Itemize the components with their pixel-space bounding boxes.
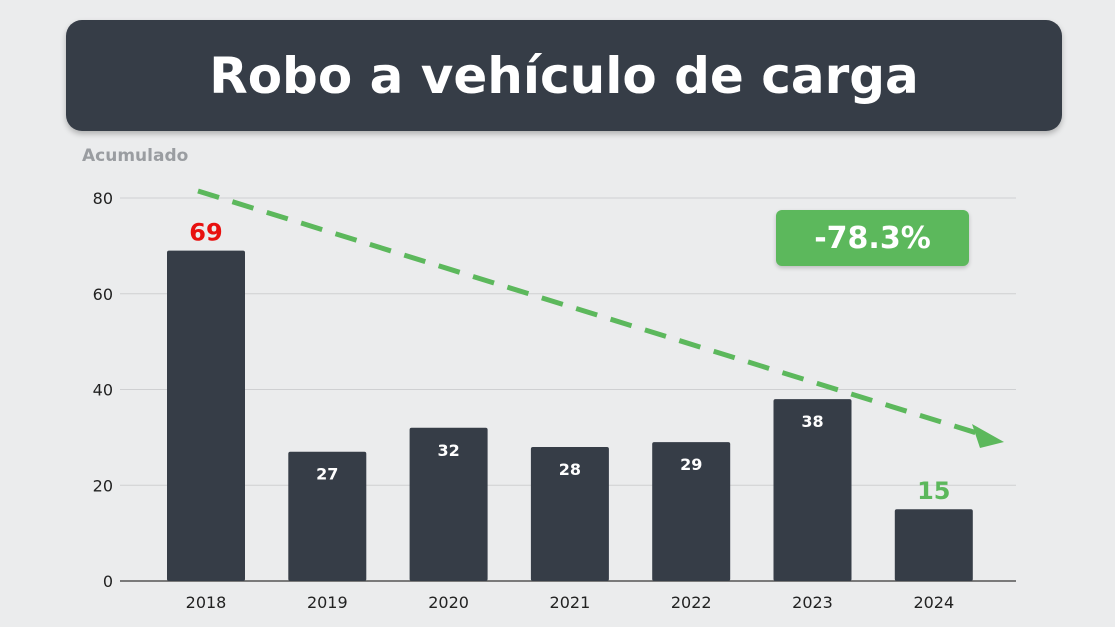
y-tick-label: 60	[93, 285, 113, 304]
y-tick-label: 40	[93, 381, 113, 400]
y-axis-label: Acumulado	[82, 146, 189, 166]
x-tick-label: 2021	[550, 593, 591, 612]
y-tick-label: 20	[93, 476, 113, 495]
bar-2023	[773, 399, 852, 581]
data-label: 69	[189, 219, 222, 247]
x-tick-label: 2018	[186, 593, 227, 612]
data-label: 15	[917, 477, 950, 505]
bar-2024	[894, 509, 973, 581]
bar-2020	[409, 427, 488, 581]
data-label: 28	[559, 460, 581, 479]
data-label: 29	[680, 455, 702, 474]
x-tick-label: 2020	[428, 593, 469, 612]
y-tick-label: 80	[93, 189, 113, 208]
y-tick-label: 0	[103, 572, 113, 591]
bar-2018	[167, 250, 245, 581]
trend-arrow-line	[197, 188, 981, 437]
x-tick-label: 2022	[671, 593, 712, 612]
chart-title: Robo a vehículo de carga	[209, 46, 919, 105]
x-tick-label: 2023	[792, 593, 833, 612]
bar-2022	[652, 442, 731, 581]
data-label: 38	[801, 412, 823, 431]
x-tick-label: 2024	[913, 593, 954, 612]
data-label: 27	[316, 465, 338, 484]
bar-2019	[288, 451, 367, 581]
data-label: 32	[437, 441, 459, 460]
trend-arrow-head-icon	[972, 424, 1004, 448]
title-banner: Robo a vehículo de carga	[66, 20, 1062, 131]
bar-2021	[530, 446, 609, 581]
change-badge: -78.3%	[776, 210, 969, 266]
x-tick-label: 2019	[307, 593, 348, 612]
